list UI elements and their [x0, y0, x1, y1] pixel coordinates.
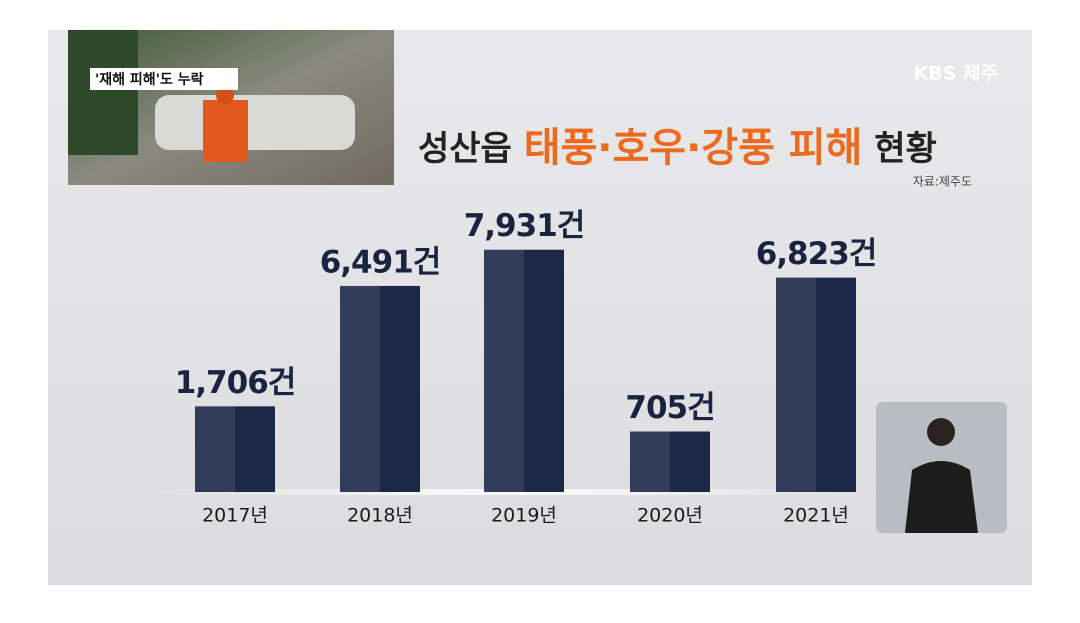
bar-group — [484, 249, 564, 492]
bar-group — [776, 277, 856, 492]
bar-group — [195, 406, 275, 492]
bar — [776, 277, 856, 492]
bar-highlight — [776, 277, 816, 492]
bar — [340, 285, 420, 492]
bar — [484, 249, 564, 492]
bar-group — [340, 285, 420, 492]
bar — [630, 431, 710, 492]
x-tick-label: 2021년 — [783, 505, 849, 527]
value-label: 705건 — [625, 390, 714, 426]
value-label: 6,491건 — [320, 244, 441, 280]
x-tick-label: 2018년 — [347, 505, 413, 527]
bar-highlight — [340, 285, 380, 492]
value-label: 1,706건 — [175, 365, 296, 401]
value-label: 7,931건 — [464, 208, 585, 244]
bar-highlight — [630, 431, 670, 492]
title-part: 현황 — [874, 129, 937, 169]
bar-highlight — [484, 249, 524, 492]
bar-highlight — [195, 406, 235, 492]
bar — [195, 406, 275, 492]
title-part: 성산읍 — [418, 129, 512, 169]
x-tick-label: 2020년 — [637, 505, 703, 527]
channel-logo: KBS 제주 — [914, 63, 998, 85]
bar-group — [630, 431, 710, 492]
chart-title: 성산읍 태풍·호우·강풍 피해 현황 — [418, 125, 937, 171]
inset-caption: '재해 피해'도 누락 — [95, 72, 204, 88]
inset-photo: '재해 피해'도 누락 — [68, 30, 394, 185]
value-label: 6,823건 — [756, 236, 877, 272]
sign-interpreter — [876, 402, 1007, 533]
x-tick-label: 2017년 — [202, 505, 268, 527]
title-highlight: 태풍·호우·강풍 피해 — [524, 125, 863, 171]
source: 자료:제주도 — [913, 175, 972, 189]
x-tick-label: 2019년 — [491, 505, 557, 527]
